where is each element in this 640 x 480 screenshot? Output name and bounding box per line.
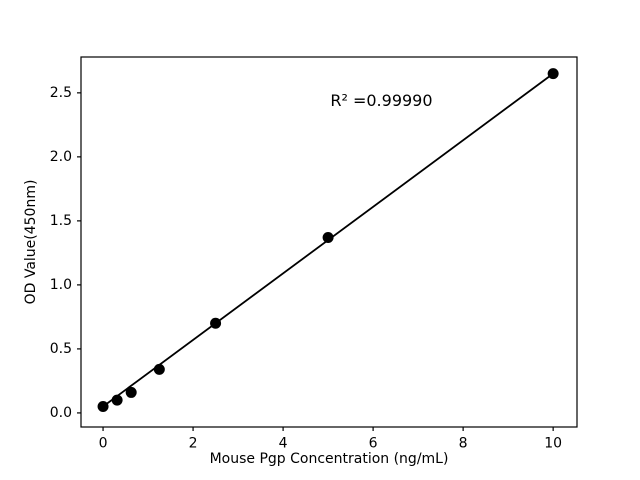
x-tick-label: 10 <box>544 436 562 452</box>
data-point <box>153 363 165 375</box>
r-squared-annotation: R² =0.99990 <box>330 91 432 110</box>
x-tick-label: 0 <box>99 436 108 452</box>
y-axis-label: OD Value(450nm) <box>23 180 39 305</box>
x-axis-label: Mouse Pgp Concentration (ng/mL) <box>210 451 449 467</box>
axes-spines <box>80 56 578 428</box>
data-point <box>111 394 123 406</box>
y-tick-label: 2.0 <box>50 149 72 165</box>
data-point <box>547 68 559 80</box>
data-point <box>210 317 222 329</box>
x-tick-label: 6 <box>369 436 378 452</box>
y-tick-label: 2.5 <box>50 85 72 101</box>
x-tick-label: 2 <box>189 436 198 452</box>
data-point <box>322 232 334 244</box>
x-tick-label: 4 <box>279 436 288 452</box>
y-tick-label: 1.5 <box>50 213 72 229</box>
data-point <box>97 401 109 413</box>
y-tick-label: 0.5 <box>50 341 72 357</box>
y-tick-label: 0.0 <box>50 405 72 421</box>
x-tick-label: 8 <box>459 436 468 452</box>
data-point <box>125 386 137 398</box>
y-tick-label: 1.0 <box>50 277 72 293</box>
